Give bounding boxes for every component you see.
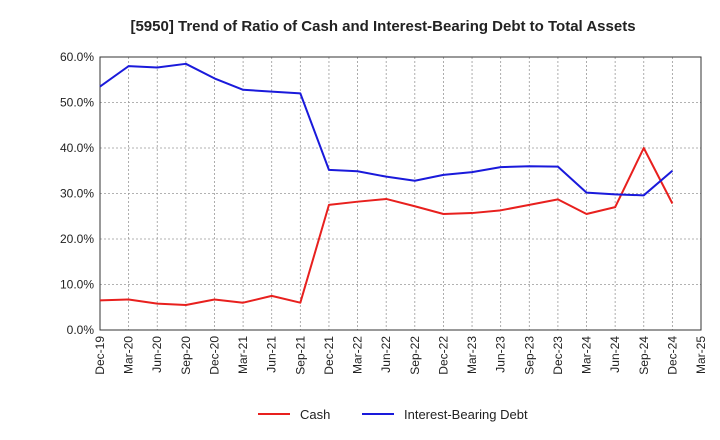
x-tick-label: Jun-21	[265, 336, 279, 373]
y-tick-label: 40.0%	[60, 141, 94, 155]
x-tick-label: Mar-25	[694, 336, 708, 374]
y-tick-label: 20.0%	[60, 232, 94, 246]
x-tick-label: Mar-23	[465, 336, 479, 374]
x-tick-label: Jun-20	[150, 336, 164, 373]
x-tick-label: Mar-24	[580, 336, 594, 374]
y-tick-label: 0.0%	[67, 323, 95, 337]
plot-frame	[99, 56, 702, 331]
x-tick-label: Jun-23	[494, 336, 508, 373]
x-tick-label: Dec-23	[551, 336, 565, 375]
x-tick-label: Sep-23	[522, 336, 536, 375]
x-tick-label: Sep-21	[293, 336, 307, 375]
x-tick-label: Dec-20	[207, 336, 221, 375]
x-tick-label: Mar-20	[122, 336, 136, 374]
x-tick-label: Sep-20	[179, 336, 193, 375]
x-tick-label: Dec-22	[436, 336, 450, 375]
x-tick-label: Dec-24	[665, 336, 679, 375]
legend: Cash Interest-Bearing Debt	[258, 407, 528, 422]
x-tick-label: Jun-22	[379, 336, 393, 373]
y-tick-label: 10.0%	[60, 278, 94, 292]
x-tick-label: Sep-24	[637, 336, 651, 375]
x-tick-label: Dec-19	[93, 336, 107, 375]
chart-title: [5950] Trend of Ratio of Cash and Intere…	[130, 18, 635, 35]
y-tick-label: 50.0%	[60, 96, 94, 110]
legend-label-cash: Cash	[300, 407, 330, 422]
y-tick-label: 60.0%	[60, 50, 94, 64]
legend-label-interest-bearing-debt: Interest-Bearing Debt	[404, 407, 528, 422]
x-tick-label: Jun-24	[608, 336, 622, 373]
y-tick-label: 30.0%	[60, 187, 94, 201]
x-tick-label: Dec-21	[322, 336, 336, 375]
x-tick-label: Mar-21	[236, 336, 250, 374]
series-line-interest-bearing-debt	[99, 62, 674, 197]
y-axis: 0.0% 10.0% 20.0% 30.0% 40.0% 50.0% 60.0%	[60, 50, 94, 337]
x-axis: Dec-19 Mar-20 Jun-20 Sep-20 Dec-20 Mar-21 Jun-…	[93, 336, 708, 375]
x-tick-label: Mar-22	[351, 336, 365, 374]
series-layer	[99, 62, 674, 306]
series-line-cash	[99, 147, 674, 306]
x-tick-label: Sep-22	[408, 336, 422, 375]
